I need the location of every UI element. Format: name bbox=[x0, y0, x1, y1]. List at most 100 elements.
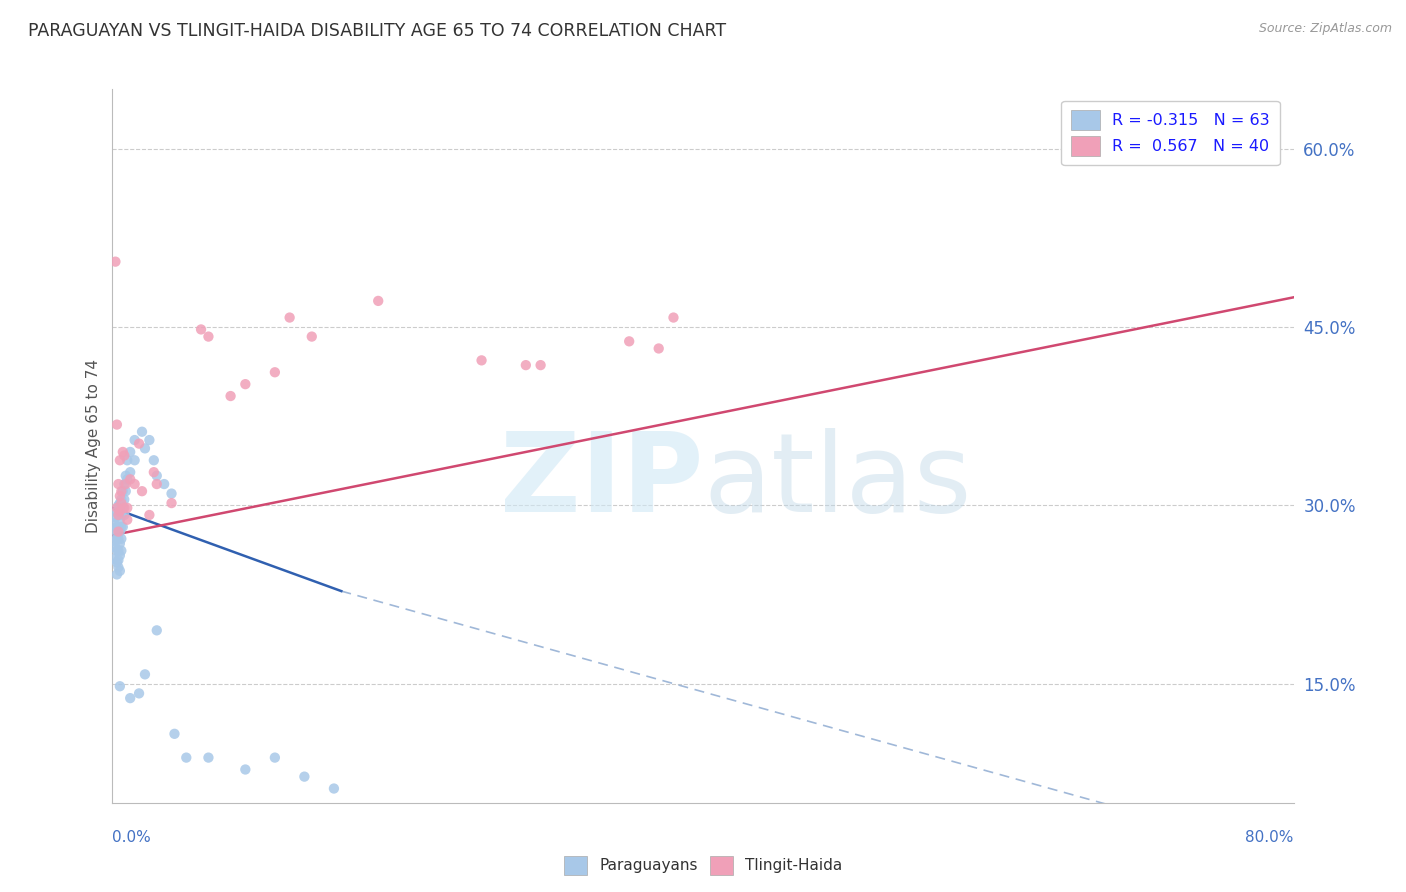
Point bbox=[108, 536, 131, 550]
Point bbox=[138, 508, 160, 522]
Point bbox=[108, 524, 131, 539]
Point bbox=[104, 540, 127, 554]
Point bbox=[120, 445, 142, 459]
Point bbox=[124, 433, 146, 447]
Text: 0.0%: 0.0% bbox=[112, 830, 152, 845]
Point bbox=[103, 534, 125, 549]
Point bbox=[105, 532, 128, 546]
Point bbox=[110, 508, 132, 522]
Point bbox=[120, 691, 142, 706]
Point bbox=[107, 524, 129, 539]
Point bbox=[131, 484, 153, 499]
Point bbox=[264, 750, 287, 764]
Point bbox=[104, 254, 127, 268]
Point bbox=[134, 667, 156, 681]
Point bbox=[174, 750, 197, 764]
Point bbox=[105, 567, 128, 582]
Point bbox=[112, 492, 135, 507]
Point bbox=[107, 560, 129, 574]
Point bbox=[219, 389, 242, 403]
Point bbox=[107, 520, 129, 534]
Point bbox=[107, 543, 129, 558]
Legend: Paraguayans, Tlingit-Haida: Paraguayans, Tlingit-Haida bbox=[558, 850, 848, 880]
Point bbox=[367, 293, 389, 308]
Point bbox=[105, 543, 128, 558]
Text: atlas: atlas bbox=[703, 428, 972, 535]
Point bbox=[108, 453, 131, 467]
Point bbox=[103, 552, 125, 566]
Point bbox=[662, 310, 685, 325]
Point bbox=[111, 484, 134, 499]
Point bbox=[190, 322, 212, 336]
Text: PARAGUAYAN VS TLINGIT-HAIDA DISABILITY AGE 65 TO 74 CORRELATION CHART: PARAGUAYAN VS TLINGIT-HAIDA DISABILITY A… bbox=[28, 22, 727, 40]
Point bbox=[107, 508, 129, 522]
Point bbox=[124, 453, 146, 467]
Y-axis label: Disability Age 65 to 74: Disability Age 65 to 74 bbox=[86, 359, 101, 533]
Text: ZIP: ZIP bbox=[499, 428, 703, 535]
Point bbox=[124, 477, 146, 491]
Point bbox=[114, 484, 136, 499]
Point bbox=[146, 624, 169, 638]
Point bbox=[117, 513, 138, 527]
Point bbox=[103, 516, 125, 531]
Point bbox=[117, 453, 138, 467]
Point bbox=[104, 524, 127, 539]
Point bbox=[647, 342, 671, 356]
Point bbox=[163, 727, 186, 741]
Point bbox=[120, 472, 142, 486]
Point bbox=[278, 310, 301, 325]
Point bbox=[110, 484, 132, 499]
Point bbox=[153, 477, 176, 491]
Point bbox=[107, 532, 129, 546]
Point bbox=[107, 477, 129, 491]
Point bbox=[110, 543, 132, 558]
Point bbox=[112, 477, 135, 491]
Point bbox=[197, 329, 219, 343]
Point bbox=[470, 353, 494, 368]
Point bbox=[233, 377, 256, 392]
Point bbox=[108, 679, 131, 693]
Point bbox=[114, 477, 136, 491]
Point bbox=[117, 472, 138, 486]
Point bbox=[110, 492, 132, 507]
Point bbox=[264, 365, 287, 379]
Point bbox=[146, 477, 169, 491]
Point bbox=[131, 425, 153, 439]
Text: Source: ZipAtlas.com: Source: ZipAtlas.com bbox=[1258, 22, 1392, 36]
Point bbox=[619, 334, 641, 349]
Point bbox=[108, 496, 131, 510]
Point bbox=[107, 508, 129, 522]
Point bbox=[112, 449, 135, 463]
Point bbox=[107, 553, 129, 567]
Point bbox=[160, 496, 183, 510]
Point bbox=[1208, 120, 1232, 135]
Point bbox=[108, 564, 131, 578]
Text: 80.0%: 80.0% bbox=[1246, 830, 1294, 845]
Point bbox=[120, 465, 142, 479]
Point bbox=[110, 532, 132, 546]
Point bbox=[108, 513, 131, 527]
Point bbox=[108, 489, 131, 503]
Point bbox=[108, 504, 131, 518]
Point bbox=[111, 520, 134, 534]
Point bbox=[160, 486, 183, 500]
Point bbox=[128, 436, 150, 450]
Point bbox=[529, 358, 551, 372]
Point bbox=[105, 417, 128, 432]
Point bbox=[107, 499, 129, 513]
Point bbox=[197, 750, 219, 764]
Point bbox=[105, 500, 128, 515]
Point bbox=[105, 520, 128, 534]
Point bbox=[108, 549, 131, 563]
Point bbox=[112, 508, 135, 522]
Point bbox=[117, 500, 138, 515]
Point bbox=[105, 504, 128, 518]
Point bbox=[114, 468, 136, 483]
Point bbox=[138, 433, 160, 447]
Point bbox=[111, 445, 134, 459]
Point bbox=[128, 686, 150, 700]
Point bbox=[301, 329, 323, 343]
Point bbox=[134, 442, 156, 456]
Point bbox=[233, 763, 256, 777]
Point bbox=[110, 520, 132, 534]
